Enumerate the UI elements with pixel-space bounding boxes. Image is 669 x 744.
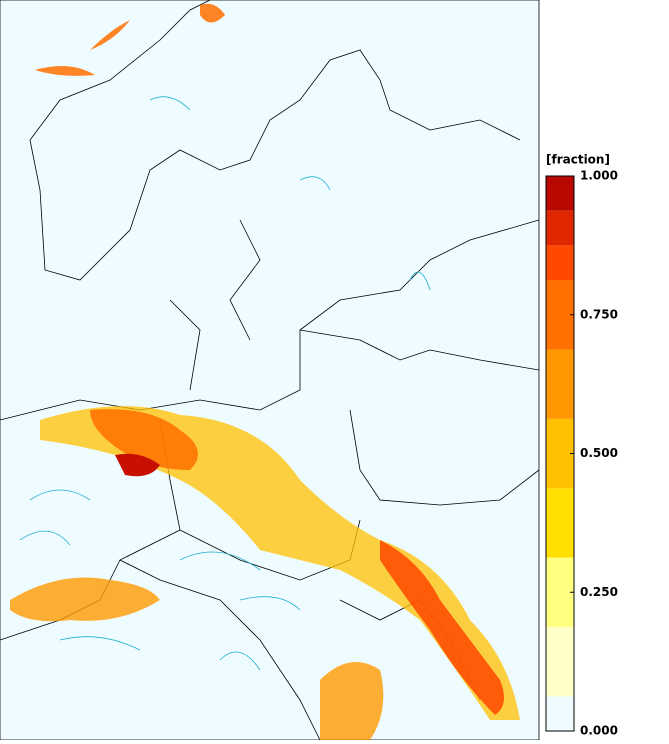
colorbar-band <box>546 696 574 731</box>
colorbar-band <box>546 210 574 246</box>
colorbar-title: [fraction] <box>546 153 610 167</box>
colorbar-band <box>546 626 574 697</box>
colorbar: [fraction] 0.000 0.250 0.500 0.750 1.000 <box>545 153 618 738</box>
colorbar-tick-label: 0.500 <box>580 446 618 460</box>
colorbar-tick-label: 0.000 <box>580 724 618 738</box>
colorbar-band <box>546 418 574 489</box>
field-contours <box>19 96 431 671</box>
coastline <box>0 0 540 421</box>
colorbar-tick-label: 0.750 <box>580 307 618 321</box>
colorbar-tick-label: 0.250 <box>580 585 618 599</box>
borders <box>0 329 540 741</box>
colorbar-band <box>546 557 574 627</box>
map <box>0 0 540 741</box>
precipitation-field <box>10 3 520 740</box>
colorbar-band <box>546 176 574 211</box>
colorbar-band <box>546 245 574 281</box>
colorbar-band <box>546 280 574 350</box>
colorbar-band <box>546 349 574 419</box>
colorbar-band <box>546 488 574 558</box>
colorbar-tick-label: 1.000 <box>580 169 618 183</box>
